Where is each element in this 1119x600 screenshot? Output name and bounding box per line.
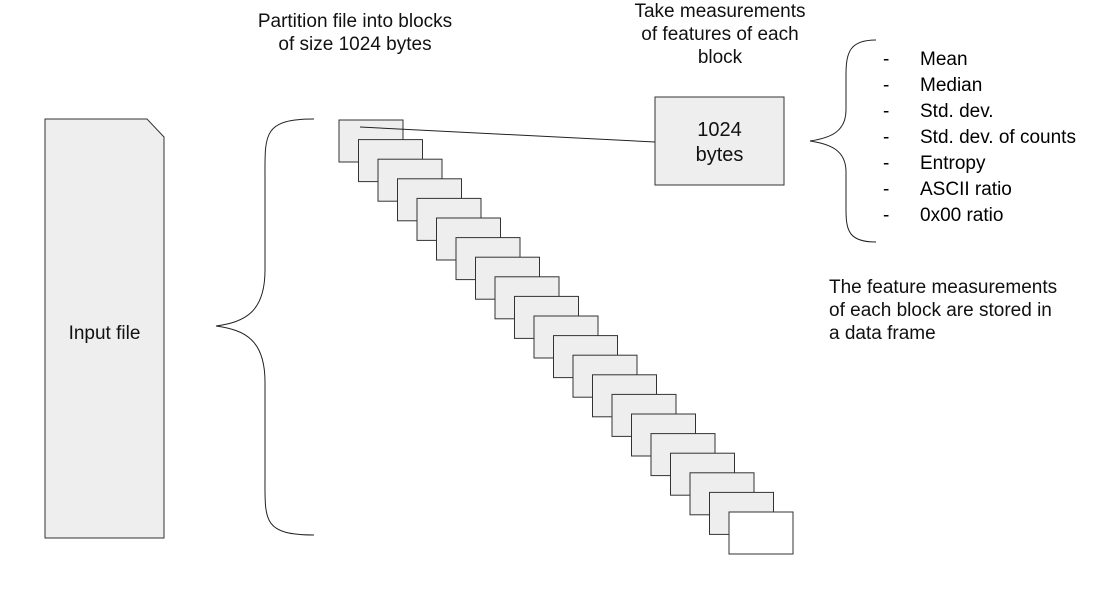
input-file-shape <box>44 118 165 539</box>
block-detail-text: 1024 bytes <box>655 118 784 168</box>
partition-caption-line-2: of size 1024 bytes <box>278 34 432 55</box>
partition-caption: Partition file into blocks of size 1024 … <box>205 10 505 56</box>
measure-caption-line-2: of features of each <box>641 24 799 45</box>
feature-dash: - <box>883 179 890 200</box>
partition-brace <box>215 118 315 536</box>
storage-caption-line-1: The feature measurements <box>829 277 1058 298</box>
block-stack <box>338 119 794 555</box>
feature-label: 0x00 ratio <box>920 205 1004 226</box>
measure-caption-line-1: Take measurements <box>634 1 806 22</box>
feature-dash: - <box>883 101 890 122</box>
feature-label: Mean <box>920 49 968 70</box>
feature-label: ASCII ratio <box>920 179 1012 200</box>
connector-line <box>359 126 656 143</box>
features-brace <box>809 39 877 243</box>
storage-caption-line-3: a data frame <box>829 323 936 344</box>
measure-caption: Take measurements of features of each bl… <box>600 0 840 69</box>
partition-caption-line-1: Partition file into blocks <box>257 11 453 32</box>
storage-caption: The feature measurements of each block a… <box>829 276 1114 345</box>
measure-caption-line-3: block <box>697 47 743 68</box>
feature-label: Median <box>920 75 983 96</box>
feature-dash: - <box>883 75 890 96</box>
feature-label: Std. dev. <box>920 101 994 122</box>
block <box>728 511 794 555</box>
feature-dash: - <box>883 205 890 226</box>
block-detail-line-1: 1024 <box>697 119 742 141</box>
block-detail-line-2: bytes <box>695 144 744 166</box>
input-file-label: Input file <box>68 323 141 344</box>
block-detail-box <box>654 96 785 186</box>
storage-caption-line-2: of each block are stored in <box>829 300 1052 321</box>
feature-dash: - <box>883 49 890 70</box>
feature-label: Std. dev. of counts <box>920 127 1076 148</box>
feature-label: Entropy <box>920 153 986 174</box>
feature-dash: - <box>883 153 890 174</box>
feature-dash: - <box>883 127 890 148</box>
